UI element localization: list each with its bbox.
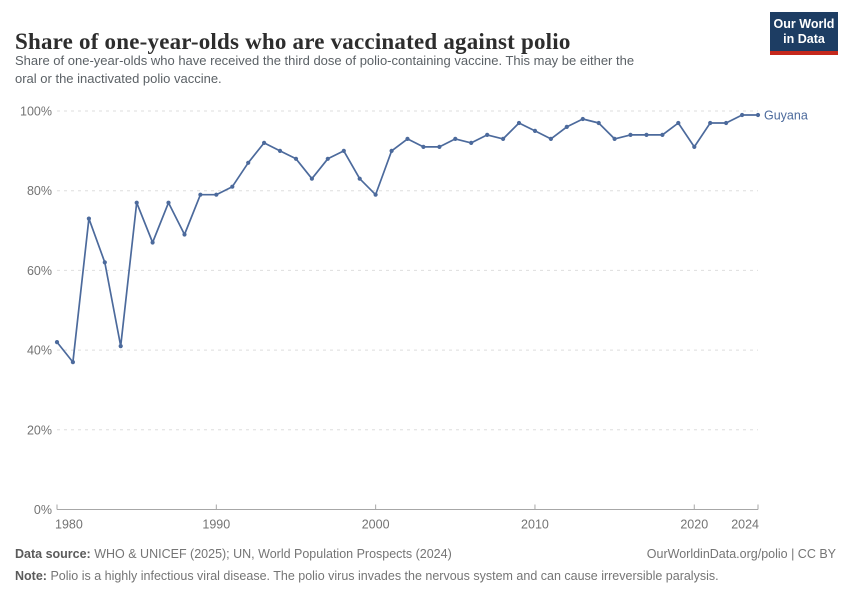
data-point-2020[interactable]: [692, 144, 697, 149]
data-point-2022[interactable]: [724, 120, 729, 126]
x-tick-label-1990: 1990: [202, 518, 230, 532]
data-point-1993[interactable]: [262, 140, 267, 145]
data-source-text: WHO & UNICEF (2025); UN, World Populatio…: [94, 547, 452, 561]
data-point-2003[interactable]: [421, 144, 426, 149]
data-point-2023[interactable]: [740, 112, 745, 118]
chart-area[interactable]: 0% 20% 40% 60% 80% 100% 1980 1990 2000 2010 2020 20…: [0, 0, 850, 545]
x-axis: [56, 504, 759, 510]
data-point-2001[interactable]: [389, 148, 394, 153]
data-point-1989[interactable]: [198, 192, 203, 197]
data-point-1992[interactable]: [246, 160, 251, 165]
series-line[interactable]: [56, 114, 759, 363]
data-point-2018[interactable]: [660, 132, 665, 137]
note-row: Note: Polio is a highly infectious viral…: [15, 566, 815, 587]
owid-logo[interactable]: Our World in Data: [770, 12, 838, 55]
data-point-2021[interactable]: [708, 120, 713, 126]
x-tick-label-1980: 1980: [55, 518, 83, 532]
data-point-2011[interactable]: [548, 136, 554, 141]
data-point-1980[interactable]: [54, 340, 60, 345]
data-point-1988[interactable]: [182, 232, 187, 237]
data-point-1985[interactable]: [134, 200, 139, 205]
attribution-link[interactable]: OurWorldinData.org/polio | CC BY: [646, 547, 836, 561]
y-tick-label-80: 80%: [27, 184, 52, 198]
data-point-1986[interactable]: [150, 240, 155, 245]
data-point-2012[interactable]: [564, 124, 569, 129]
data-point-2013[interactable]: [580, 116, 585, 122]
data-point-2008[interactable]: [501, 136, 506, 141]
y-tick-label-40: 40%: [27, 344, 52, 358]
data-point-2015[interactable]: [612, 136, 617, 141]
data-point-1991[interactable]: [230, 184, 235, 189]
chart-subtitle-line2: oral or the inactivated polio vaccine.: [15, 71, 222, 86]
data-point-2007[interactable]: [485, 132, 490, 137]
series-guyana[interactable]: Guyana: [54, 108, 808, 365]
x-tick-label-2010: 2010: [521, 518, 549, 532]
x-tick-label-2024: 2024: [731, 518, 759, 532]
data-point-1983[interactable]: [102, 260, 107, 265]
data-point-1987[interactable]: [166, 200, 171, 205]
data-point-2014[interactable]: [596, 120, 601, 126]
x-axis-labels: 1980 1990 2000 2010 2020 2024: [55, 518, 759, 532]
data-point-1981[interactable]: [70, 360, 75, 365]
data-point-2005[interactable]: [453, 136, 458, 141]
page-title: Share of one-year-olds who are vaccinate…: [15, 29, 571, 55]
data-point-2000[interactable]: [373, 192, 378, 197]
line-chart-canvas[interactable]: 0% 20% 40% 60% 80% 100% 1980 1990 2000 2010 2020 20…: [0, 0, 850, 545]
owid-logo-line2: in Data: [783, 32, 825, 46]
data-point-2006[interactable]: [469, 140, 474, 145]
data-point-2016[interactable]: [628, 132, 633, 137]
data-point-1996[interactable]: [309, 176, 314, 181]
y-gridlines: [57, 110, 758, 431]
data-point-1998[interactable]: [341, 148, 346, 153]
data-point-2002[interactable]: [405, 136, 410, 141]
y-tick-label-100: 100%: [20, 105, 52, 119]
y-axis-labels: 0% 20% 40% 60% 80% 100%: [20, 105, 52, 518]
x-tick-label-2000: 2000: [362, 518, 390, 532]
data-point-1994[interactable]: [277, 148, 283, 153]
data-point-1990[interactable]: [214, 192, 219, 197]
chart-subtitle: Share of one-year-olds who have received…: [15, 52, 755, 88]
chart-footer: Data source: WHO & UNICEF (2025); UN, Wo…: [0, 544, 850, 588]
data-source-label: Data source:: [15, 547, 91, 561]
y-tick-label-0: 0%: [34, 503, 52, 517]
series-end-label[interactable]: Guyana: [764, 108, 808, 122]
owid-logo-line1: Our World: [773, 17, 835, 31]
data-point-1995[interactable]: [293, 156, 299, 161]
data-point-1999[interactable]: [357, 176, 362, 181]
y-tick-label-60: 60%: [27, 264, 52, 278]
data-point-1984[interactable]: [118, 344, 123, 349]
y-tick-label-20: 20%: [27, 423, 52, 437]
note-label: Note:: [15, 569, 47, 583]
chart-subtitle-line1: Share of one-year-olds who have received…: [15, 53, 635, 68]
data-point-2009[interactable]: [516, 120, 522, 126]
data-point-2024[interactable]: [755, 112, 761, 118]
data-point-2004[interactable]: [437, 144, 442, 149]
data-point-1982[interactable]: [86, 216, 91, 221]
data-point-2010[interactable]: [532, 128, 538, 133]
data-source-row: Data source: WHO & UNICEF (2025); UN, Wo…: [15, 544, 452, 565]
data-point-2017[interactable]: [644, 132, 649, 137]
data-point-2019[interactable]: [676, 120, 681, 126]
data-point-1997[interactable]: [325, 156, 330, 161]
note-text: Polio is a highly infectious viral disea…: [50, 569, 719, 583]
x-tick-label-2020: 2020: [680, 518, 708, 532]
